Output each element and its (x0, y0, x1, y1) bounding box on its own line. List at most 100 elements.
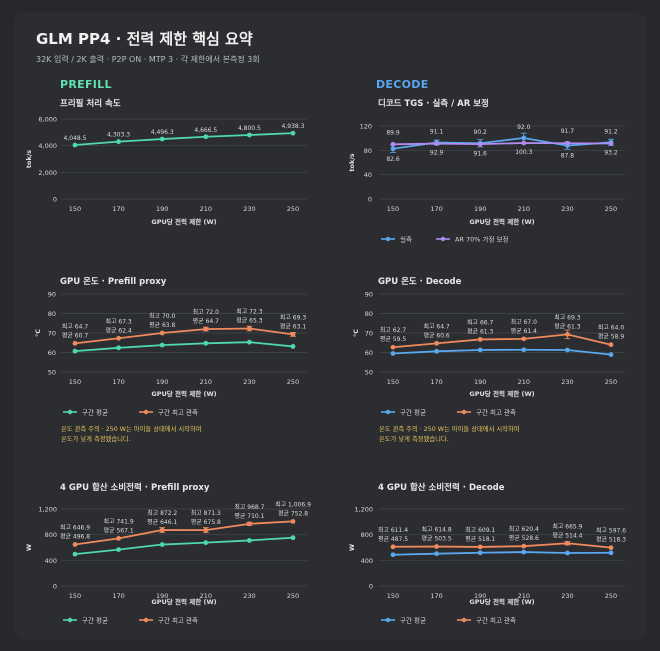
prefill-power-avg-annotation: 평균 646.1 (147, 518, 177, 526)
prefill-power-legend-label: 구간 최고 관측 (158, 615, 198, 624)
prefill-temp-y-tick-label: 60 (48, 349, 56, 357)
decode-tgs-series-line (392, 142, 612, 146)
decode-temp-avg-annotation: 평균 59.5 (380, 335, 406, 343)
prefill-temp-note: 온도 관측 주의 · 250 W는 아이들 상태에서 시작하여 (61, 424, 202, 433)
decode-temp-x-tick-label: 250 (605, 378, 617, 386)
decode-tgs-data-label: 91.6 (474, 150, 488, 157)
decode-temp-x-tick-label: 210 (518, 378, 530, 386)
prefill-temp-legend-label: 구간 최고 관측 (158, 407, 198, 416)
prefill-speed-series-line (74, 132, 294, 146)
decode-tgs-data-label: 91.2 (604, 129, 618, 136)
prefill-power-y-tick-label: 0 (53, 583, 57, 591)
summary-card (14, 12, 646, 640)
page-subtitle: 32K 입력 / 2K 출력 · P2P ON · MTP 3 · 각 제한에서… (36, 55, 260, 64)
prefill-speed-x-tick-label: 190 (156, 205, 168, 213)
prefill-temp-legend-label: 구간 평균 (82, 407, 108, 416)
prefill-speed-x-tick-label: 170 (112, 205, 124, 213)
decode-tgs-point (477, 141, 483, 147)
prefill-power-x-tick-label: 170 (112, 592, 124, 600)
decode-temp-point (521, 347, 527, 353)
decode-tgs-x-axis-label: GPU당 전력 제한 (W) (469, 217, 534, 226)
decode-power-avg-annotation: 평균 514.4 (552, 531, 582, 539)
decode-power-avg-annotation: 평균 487.5 (378, 535, 408, 543)
decode-tgs-point (521, 135, 527, 141)
prefill-power-point (72, 542, 78, 547)
prefill-power-max-annotation: 최고 646.9 (60, 523, 90, 531)
decode-power-max-annotation: 최고 609.1 (465, 526, 495, 534)
decode-power-max-annotation: 최고 597.6 (596, 527, 626, 535)
prefill-speed-y-axis-label: tok/s (25, 150, 33, 168)
decode-tgs-y-tick-label: 40 (364, 171, 372, 179)
decode-temp-legend-marker (385, 409, 391, 415)
decode-temp-legend-label: 구간 평균 (400, 407, 426, 416)
prefill-power-max-annotation: 최고 872.2 (147, 509, 177, 517)
prefill-power-x-tick-label: 250 (287, 592, 299, 600)
prefill-power-x-axis-label: GPU당 전력 제한 (W) (151, 597, 216, 606)
decode-power-x-tick-label: 210 (518, 592, 530, 600)
prefill-temp-avg-annotation: 평균 64.7 (193, 317, 219, 325)
decode-tgs-data-label: 89.9 (386, 129, 400, 136)
prefill-power-x-tick-label: 230 (243, 592, 255, 600)
decode-tgs-x-tick-label: 190 (474, 205, 486, 213)
prefill-power-point (290, 518, 296, 524)
decode-temp-point (434, 348, 439, 354)
prefill-power-max-annotation: 최고 741.9 (104, 517, 134, 525)
decode-tgs-x-tick-label: 250 (605, 205, 617, 213)
decode-temp-point (477, 337, 483, 342)
decode-tgs-x-tick-label: 210 (518, 205, 530, 213)
decode-temp-point (565, 331, 570, 337)
prefill-temp-series-line (74, 341, 294, 353)
prefill-power-y-tick-label: 800 (45, 531, 57, 539)
decode-power-y-tick-label: 800 (361, 531, 373, 539)
decode-temp-avg-annotation: 평균 61.4 (511, 327, 537, 335)
prefill-power-point (203, 540, 209, 546)
decode-power-avg-annotation: 평균 503.5 (422, 535, 452, 543)
decode-temp-y-axis-label: °C (352, 329, 360, 337)
decode-temp-max-annotation: 최고 69.3 (554, 313, 580, 321)
decode-temp-y-tick-label: 50 (365, 369, 373, 377)
prefill-speed-title: 프리필 처리 속도 (60, 98, 121, 109)
decode-temp-point (390, 344, 396, 350)
prefill-speed-y-tick-label: 2,000 (38, 169, 57, 177)
prefill-temp-max-annotation: 최고 70.0 (149, 312, 175, 320)
prefill-temp-point (203, 326, 209, 332)
decode-tgs-point (390, 146, 396, 152)
prefill-speed-point (247, 132, 252, 138)
prefill-power-point (290, 535, 296, 541)
decode-tgs-legend-label: 실측 (400, 234, 412, 243)
prefill-power-series-line (74, 520, 294, 546)
decode-tgs-data-label: 92.9 (430, 149, 444, 156)
prefill-temp-y-tick-label: 70 (48, 330, 56, 338)
prefill-temp-title: GPU 온도 · Prefill proxy (60, 277, 167, 287)
prefill-power-point (116, 535, 121, 541)
decode-power-point (521, 543, 527, 549)
decode-temp-point (434, 340, 439, 346)
decode-tgs-y-tick-label: 80 (364, 147, 372, 155)
decode-tgs-point (390, 141, 396, 147)
prefill-speed-data-label: 4,938.3 (282, 123, 305, 130)
decode-tgs-y-tick-label: 120 (360, 123, 372, 131)
decode-power-max-annotation: 최고 620.4 (509, 525, 539, 533)
decode-temp-max-annotation: 최고 66.7 (467, 318, 493, 326)
prefill-temp-max-annotation: 최고 64.7 (62, 322, 88, 330)
prefill-power-point (159, 542, 165, 547)
prefill-power-avg-annotation: 평균 567.1 (104, 526, 134, 534)
decode-power-legend-marker (461, 617, 467, 623)
prefill-temp-avg-annotation: 평균 60.7 (62, 331, 88, 339)
decode-tgs-legend-marker (440, 236, 446, 242)
decode-power-legend-label: 구간 최고 관측 (476, 615, 516, 624)
decode-tgs-y-axis-label: tok/s (348, 153, 356, 171)
decode-power-avg-annotation: 평균 528.6 (509, 534, 539, 542)
prefill-power-legend-marker (67, 617, 73, 623)
prefill-power-max-annotation: 최고 1,006.9 (275, 500, 311, 508)
decode-power-point (608, 545, 614, 551)
prefill-speed-data-label: 4,048.5 (64, 135, 87, 142)
prefill-temp-legend-marker (143, 409, 149, 415)
decode-temp-avg-annotation: 평균 61.3 (554, 322, 580, 330)
prefill-temp-max-annotation: 최고 72.0 (193, 308, 219, 316)
decode-power-x-tick-label: 250 (605, 592, 617, 600)
decode-power-x-tick-label: 190 (474, 592, 486, 600)
prefill-power-avg-annotation: 평균 496.8 (60, 532, 90, 540)
prefill-power-y-tick-label: 1,200 (38, 506, 57, 514)
decode-temp-y-tick-label: 70 (365, 330, 373, 338)
